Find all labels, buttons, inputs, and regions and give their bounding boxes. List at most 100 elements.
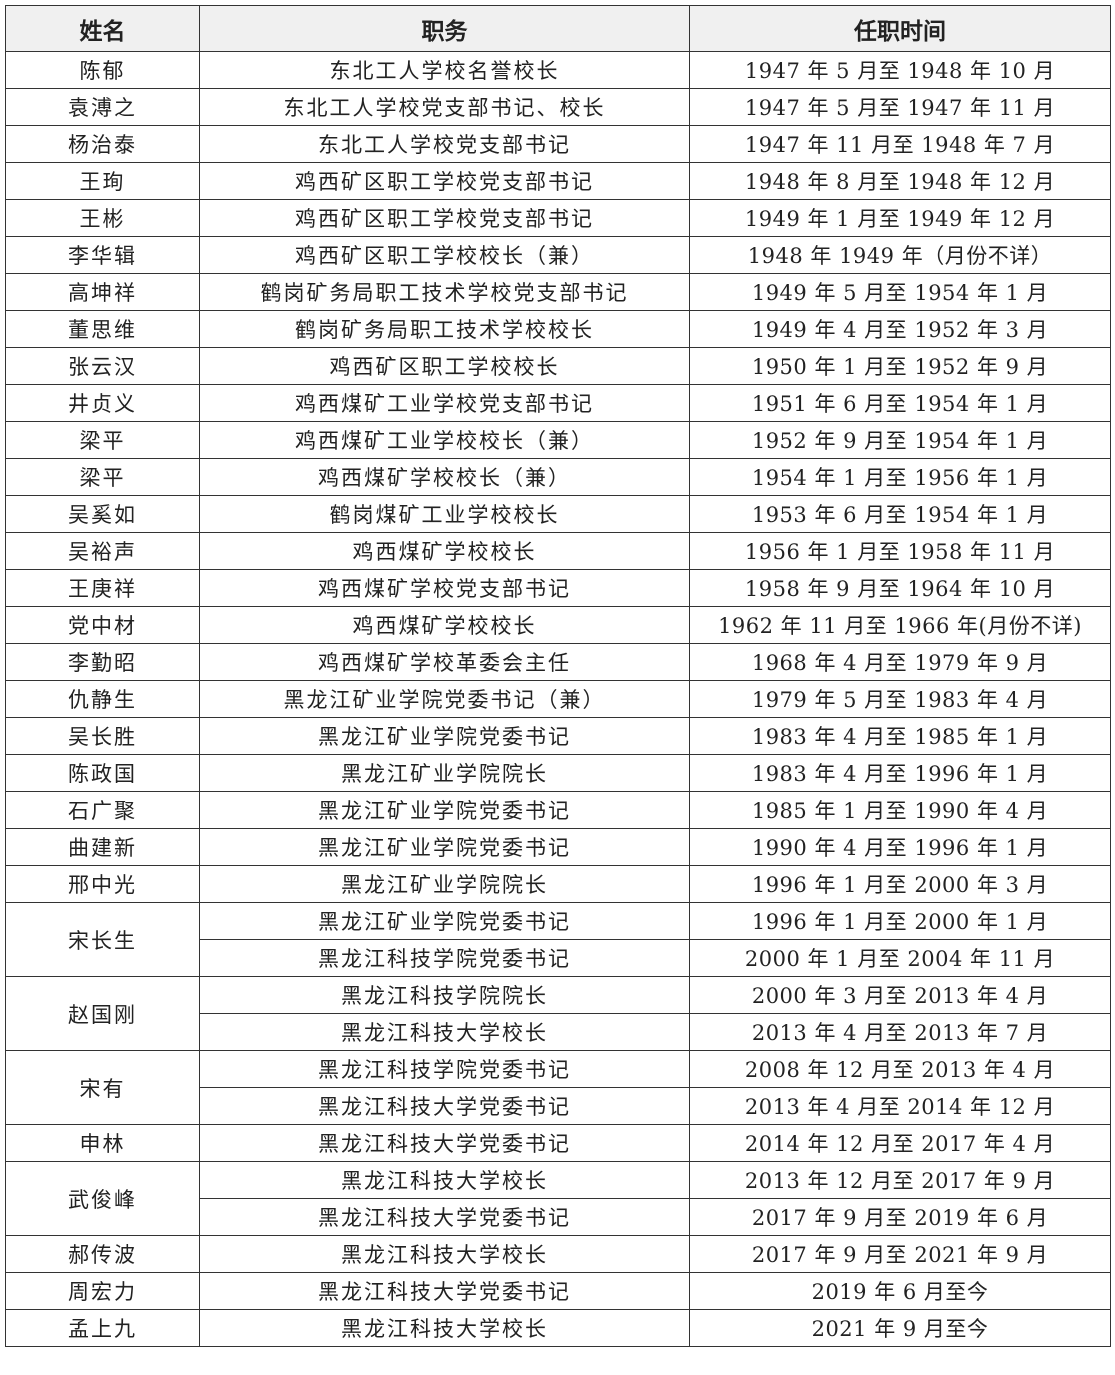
term-cell: 1983 年 4 月至 1996 年 1 月: [689, 754, 1111, 792]
table-row: 党中材 鸡西煤矿学校校长 1962 年 11 月至 1966 年(月份不详): [5, 606, 1111, 644]
position-cell: 鸡西煤矿学校校长: [199, 606, 690, 644]
name-cell: 王庚祥: [5, 569, 200, 607]
term-cell: 1979 年 5 月至 1983 年 4 月: [689, 680, 1111, 718]
term-cell: 2008 年 12 月至 2013 年 4 月: [689, 1050, 1111, 1088]
name-cell: 高坤祥: [5, 273, 200, 311]
name-cell: 孟上九: [5, 1309, 200, 1347]
position-cell: 黑龙江矿业学院院长: [199, 754, 690, 792]
name-cell: 杨治泰: [5, 125, 200, 163]
table-row: 石广聚 黑龙江矿业学院党委书记 1985 年 1 月至 1990 年 4 月: [5, 791, 1111, 829]
term-cell: 1985 年 1 月至 1990 年 4 月: [689, 791, 1111, 829]
table-row: 曲建新 黑龙江矿业学院党委书记 1990 年 4 月至 1996 年 1 月: [5, 828, 1111, 866]
table-row: 陈政国 黑龙江矿业学院院长 1983 年 4 月至 1996 年 1 月: [5, 754, 1111, 792]
table-row: 张云汉 鸡西矿区职工学校校长 1950 年 1 月至 1952 年 9 月: [5, 347, 1111, 385]
name-cell: 梁平: [5, 458, 200, 496]
term-cell: 2017 年 9 月至 2021 年 9 月: [689, 1235, 1111, 1273]
term-cell: 1996 年 1 月至 2000 年 3 月: [689, 865, 1111, 903]
term-cell: 2014 年 12 月至 2017 年 4 月: [689, 1124, 1111, 1162]
table-row: 赵国刚 黑龙江科技学院院长 2000 年 3 月至 2013 年 4 月: [5, 976, 1111, 1051]
term-cell: 1953 年 6 月至 1954 年 1 月: [689, 495, 1111, 533]
name-cell: 吴裕声: [5, 532, 200, 570]
name-cell: 仇静生: [5, 680, 200, 718]
position-cell: 鸡西煤矿工业学校校长（兼）: [199, 421, 690, 459]
table-row: 周宏力 黑龙江科技大学党委书记 2019 年 6 月至今: [5, 1272, 1111, 1310]
position-cell: 黑龙江科技大学党委书记: [199, 1272, 690, 1310]
name-cell: 井贞义: [5, 384, 200, 422]
table-row: 邢中光 黑龙江矿业学院院长 1996 年 1 月至 2000 年 3 月: [5, 865, 1111, 903]
name-cell: 陈政国: [5, 754, 200, 792]
position-cell: 鸡西矿区职工学校校长: [199, 347, 690, 385]
position-cell: 鸡西煤矿学校党支部书记: [199, 569, 690, 607]
term-cell: 1983 年 4 月至 1985 年 1 月: [689, 717, 1111, 755]
name-cell: 王彬: [5, 199, 200, 237]
name-cell: 宋有: [5, 1050, 200, 1125]
position-cell: 鹤岗矿务局职工技术学校党支部书记: [199, 273, 690, 311]
leaders-table: 姓名 职务 任职时间 陈郁 东北工人学校名誉校长 1947 年 5 月至 1948 …: [5, 5, 1111, 1347]
name-cell: 陈郁: [5, 51, 200, 89]
name-cell: 邢中光: [5, 865, 200, 903]
header-position: 职务: [199, 5, 690, 52]
name-cell: 石广聚: [5, 791, 200, 829]
position-cell: 东北工人学校名誉校长: [199, 51, 690, 89]
table-row: 吴奚如 鹤岗煤矿工业学校校长 1953 年 6 月至 1954 年 1 月: [5, 495, 1111, 533]
term-cell: 2013 年 4 月至 2013 年 7 月: [689, 1013, 1111, 1051]
term-cell: 1958 年 9 月至 1964 年 10 月: [689, 569, 1111, 607]
position-cell: 黑龙江科技大学校长: [199, 1013, 690, 1051]
table-row: 郝传波 黑龙江科技大学校长 2017 年 9 月至 2021 年 9 月: [5, 1235, 1111, 1273]
table-row: 董思维 鹤岗矿务局职工技术学校校长 1949 年 4 月至 1952 年 3 月: [5, 310, 1111, 348]
term-cell: 2000 年 1 月至 2004 年 11 月: [689, 939, 1111, 977]
position-cell: 黑龙江科技大学校长: [199, 1309, 690, 1347]
term-cell: 1968 年 4 月至 1979 年 9 月: [689, 643, 1111, 681]
position-cell: 黑龙江科技大学校长: [199, 1161, 690, 1199]
term-cell: 2019 年 6 月至今: [689, 1272, 1111, 1310]
term-cell: 2021 年 9 月至今: [689, 1309, 1111, 1347]
table-row: 吴长胜 黑龙江矿业学院党委书记 1983 年 4 月至 1985 年 1 月: [5, 717, 1111, 755]
position-cell: 黑龙江科技大学党委书记: [199, 1087, 690, 1125]
table-row: 武俊峰 黑龙江科技大学校长 2013 年 12 月至 2017 年 9 月: [5, 1161, 1111, 1236]
position-cell: 鸡西煤矿学校校长（兼）: [199, 458, 690, 496]
name-cell: 李华辑: [5, 236, 200, 274]
name-cell: 曲建新: [5, 828, 200, 866]
table-row: 宋有 黑龙江科技学院党委书记 2008 年 12 月至 2013 年 4 月: [5, 1050, 1111, 1125]
name-cell: 郝传波: [5, 1235, 200, 1273]
position-cell: 黑龙江科技学院党委书记: [199, 1050, 690, 1088]
term-cell: 1949 年 5 月至 1954 年 1 月: [689, 273, 1111, 311]
table-row: 王珣 鸡西矿区职工学校党支部书记 1948 年 8 月至 1948 年 12 月: [5, 162, 1111, 200]
term-cell: 1990 年 4 月至 1996 年 1 月: [689, 828, 1111, 866]
position-cell: 黑龙江科技大学党委书记: [199, 1124, 690, 1162]
position-cell: 黑龙江科技大学党委书记: [199, 1198, 690, 1236]
position-cell: 东北工人学校党支部书记: [199, 125, 690, 163]
name-cell: 周宏力: [5, 1272, 200, 1310]
table-row: 黑龙江科技学院党委书记 2000 年 1 月至 2004 年 11 月: [6, 939, 1111, 977]
position-cell: 黑龙江矿业学院党委书记（兼）: [199, 680, 690, 718]
term-cell: 1949 年 1 月至 1949 年 12 月: [689, 199, 1111, 237]
position-cell: 鸡西煤矿学校革委会主任: [199, 643, 690, 681]
table-row: 杨治泰 东北工人学校党支部书记 1947 年 11 月至 1948 年 7 月: [5, 125, 1111, 163]
name-cell: 吴奚如: [5, 495, 200, 533]
name-cell: 赵国刚: [5, 976, 200, 1051]
name-cell: 董思维: [5, 310, 200, 348]
table-row: 吴裕声 鸡西煤矿学校校长 1956 年 1 月至 1958 年 11 月: [5, 532, 1111, 570]
position-cell: 鸡西矿区职工学校党支部书记: [199, 199, 690, 237]
position-cell: 黑龙江矿业学院院长: [199, 865, 690, 903]
position-cell: 黑龙江科技学院院长: [199, 976, 690, 1014]
term-cell: 1947 年 5 月至 1947 年 11 月: [689, 88, 1111, 126]
table-row: 李勤昭 鸡西煤矿学校革委会主任 1968 年 4 月至 1979 年 9 月: [5, 643, 1111, 681]
position-cell: 东北工人学校党支部书记、校长: [199, 88, 690, 126]
position-cell: 鸡西矿区职工学校校长（兼）: [199, 236, 690, 274]
position-cell: 黑龙江矿业学院党委书记: [199, 902, 690, 940]
name-cell: 武俊峰: [5, 1161, 200, 1236]
term-cell: 1951 年 6 月至 1954 年 1 月: [689, 384, 1111, 422]
term-cell: 2013 年 4 月至 2014 年 12 月: [689, 1087, 1111, 1125]
term-cell: 2013 年 12 月至 2017 年 9 月: [689, 1161, 1111, 1199]
position-cell: 鸡西矿区职工学校党支部书记: [199, 162, 690, 200]
table-row: 梁平 鸡西煤矿工业学校校长（兼） 1952 年 9 月至 1954 年 1 月: [5, 421, 1111, 459]
term-cell: 2017 年 9 月至 2019 年 6 月: [689, 1198, 1111, 1236]
name-cell: 张云汉: [5, 347, 200, 385]
name-cell: 申林: [5, 1124, 200, 1162]
header-term: 任职时间: [689, 5, 1111, 52]
term-cell: 2000 年 3 月至 2013 年 4 月: [689, 976, 1111, 1014]
term-cell: 1962 年 11 月至 1966 年(月份不详): [689, 606, 1111, 644]
name-cell: 王珣: [5, 162, 200, 200]
name-cell: 袁溥之: [5, 88, 200, 126]
